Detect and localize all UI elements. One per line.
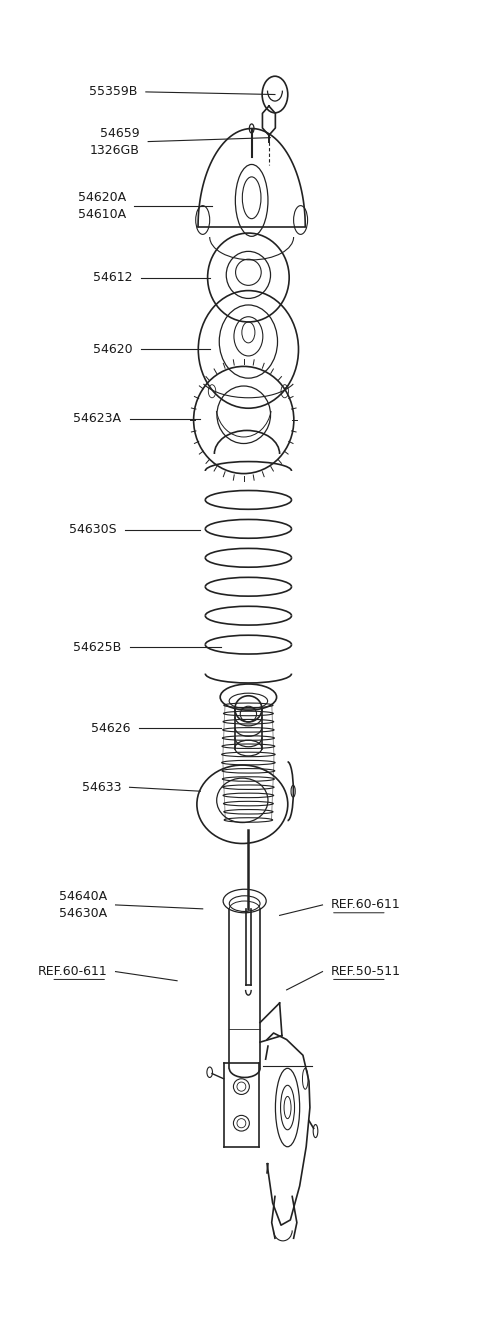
Text: 54640A: 54640A	[59, 890, 107, 904]
Text: 54612: 54612	[93, 271, 133, 284]
Text: 54610A: 54610A	[78, 207, 126, 221]
Text: 54626: 54626	[91, 723, 131, 734]
Text: 54659: 54659	[100, 127, 140, 140]
Text: 54623A: 54623A	[73, 412, 121, 425]
Text: 54620: 54620	[93, 343, 133, 355]
Text: 54633: 54633	[82, 781, 121, 794]
Text: 1326GB: 1326GB	[90, 144, 140, 157]
Text: REF.60-611: REF.60-611	[37, 966, 107, 978]
Text: 55359B: 55359B	[89, 86, 137, 98]
Text: 54630A: 54630A	[59, 908, 107, 919]
Text: REF.50-511: REF.50-511	[331, 966, 401, 978]
Text: 54630S: 54630S	[69, 523, 117, 536]
Text: 54625B: 54625B	[73, 641, 121, 654]
Text: 54620A: 54620A	[78, 190, 126, 203]
Text: REF.60-611: REF.60-611	[331, 898, 401, 911]
